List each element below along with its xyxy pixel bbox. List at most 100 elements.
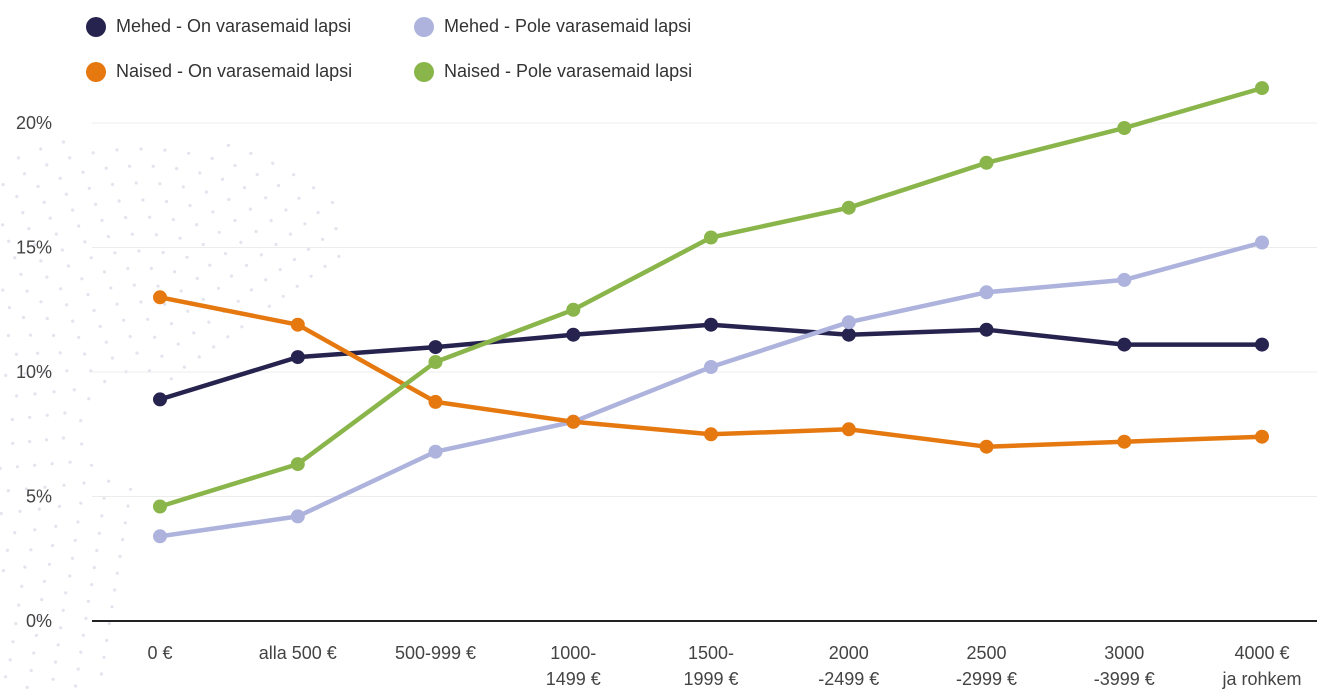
background-dot [0,511,3,515]
background-dot [72,388,76,392]
background-dot [43,485,47,489]
background-dot [52,390,56,394]
data-point [566,327,581,342]
background-dot [106,235,110,239]
background-dot [128,164,132,168]
data-point [566,414,581,429]
x-tick-label: 4000 € [1234,643,1289,663]
background-dot [15,465,19,469]
background-dot [64,192,68,196]
background-dot [123,521,127,525]
background-dot [36,351,40,355]
background-dot [195,276,199,280]
background-dot [62,483,66,487]
background-dot [267,304,271,308]
background-dot [186,309,190,313]
data-point [428,444,443,459]
x-tick-label: 1500- [688,643,734,663]
data-point [428,355,443,369]
legend-item-mehed-pole[interactable]: Mehed - Pole varasemaid lapsi [414,16,691,37]
background-dot [154,233,158,237]
x-tick-label: alla 500 € [259,643,337,663]
background-dot [92,308,96,313]
legend-label: Naised - On varasemaid lapsi [116,61,353,81]
background-dot [21,315,26,320]
background-dot [39,147,43,151]
series-group [153,317,1269,407]
background-dot [139,300,143,304]
background-dot [146,317,150,321]
background-dot [226,143,230,147]
background-dot [0,466,2,470]
background-dot [158,182,162,186]
background-dot [82,481,86,485]
y-tick-label: 20% [16,113,52,133]
background-dot [105,638,109,643]
background-dot [102,496,106,500]
data-point [566,302,581,317]
background-dot [277,183,281,188]
background-dot [37,616,41,620]
background-dot [17,603,21,607]
x-tick-label: 2000 [829,643,869,663]
background-dot [22,172,27,176]
x-tick-label: -2499 € [818,669,879,689]
background-dot [303,222,307,226]
background-dot [79,650,83,654]
background-dot [37,507,41,511]
background-dot [110,356,114,360]
background-dot [284,208,288,212]
background-dot [19,272,23,276]
background-dot [255,173,259,177]
background-dot [76,667,80,671]
legend-item-naised-on[interactable]: Naised - On varasemaid lapsi [86,61,352,82]
background-dot [321,237,325,241]
data-point [979,155,994,170]
background-dot [4,373,8,377]
background-dot [91,151,95,155]
background-dot [95,548,99,553]
background-dot [77,335,81,339]
background-dot [115,302,119,306]
background-dot [89,369,93,373]
background-dot [84,616,88,621]
background-dot [39,300,43,304]
background-dot [297,196,301,200]
legend-marker [414,61,434,82]
background-dot [68,574,72,578]
background-dot [130,232,134,236]
background-dot [50,544,55,548]
data-point [290,350,305,365]
background-dot [15,194,19,199]
background-dot [171,218,175,222]
background-dot [239,240,243,244]
background-dot [23,372,27,376]
background-dot [201,242,205,247]
background-dot [76,520,80,524]
background-dot [39,259,43,263]
background-dot [274,242,278,247]
x-tick-label: 2500 [966,643,1006,663]
background-dot [153,335,157,339]
background-dot [8,658,12,662]
background-dot [107,622,111,626]
background-dot [25,289,29,293]
background-dot [128,334,132,339]
background-dot [229,274,234,278]
background-dot [148,215,152,219]
background-dot [71,319,75,323]
background-dot [61,436,65,440]
legend-item-mehed-on[interactable]: Mehed - On varasemaid lapsi [86,16,351,37]
legend-item-naised-pole[interactable]: Naised - Pole varasemaid lapsi [414,61,692,82]
background-dot [185,255,189,259]
background-dot [107,479,111,483]
background-dot [54,232,58,236]
background-dot [28,415,32,419]
data-point [428,340,443,355]
background-dot [161,250,165,255]
background-dot [264,278,268,282]
background-dot [169,322,174,326]
data-point [841,422,856,437]
background-dot [126,504,130,508]
background-dot [129,487,133,491]
